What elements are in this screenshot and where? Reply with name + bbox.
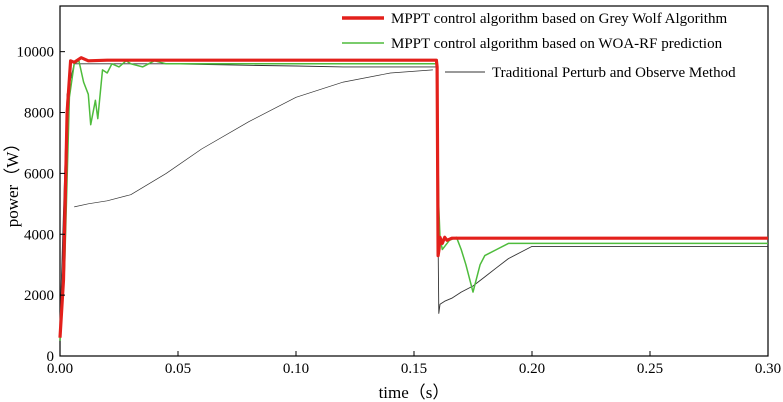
x-tick-label: 0.10 [283,361,309,377]
x-tick-label: 0.00 [47,361,73,377]
series-layer [58,56,768,341]
legend: MPPT control algorithm based on Grey Wol… [342,11,736,81]
x-axis-ticks: 0.00 0.05 0.10 0.15 0.20 0.25 0.30 [47,351,781,377]
series-line-1 [59,60,768,341]
x-tick-label: 0.20 [519,361,545,377]
legend-label-perturb-observe: Traditional Perturb and Observe Method [492,65,736,81]
series-line-3 [74,69,433,208]
x-tick-label: 0.30 [755,361,781,377]
y-axis-title: power（W） [3,135,22,228]
x-axis-title: time（s） [379,383,450,402]
y-tick-label: 10000 [17,45,55,61]
y-tick-label: 8000 [24,106,54,122]
y-tick-label: 0 [47,349,55,365]
y-tick-label: 6000 [24,166,54,182]
series-line-0 [58,56,768,338]
legend-label-grey-wolf: MPPT control algorithm based on Grey Wol… [391,11,727,27]
legend-label-woa-rf: MPPT control algorithm based on WOA-RF p… [391,36,723,52]
plot-frame [59,5,769,357]
series-line-2 [59,63,768,326]
x-tick-label: 0.05 [165,361,191,377]
y-axis-ticks: 0 2000 4000 6000 8000 10000 [17,45,65,365]
y-tick-label: 4000 [24,227,54,243]
x-tick-label: 0.25 [637,361,663,377]
y-tick-label: 2000 [24,288,54,304]
x-tick-label: 0.15 [401,361,427,377]
